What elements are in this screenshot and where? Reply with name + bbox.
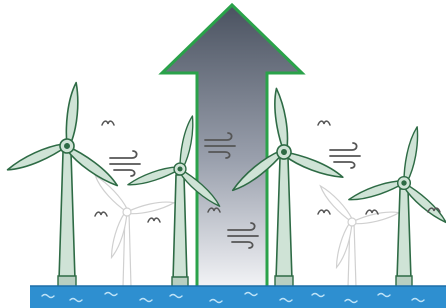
bird [95, 212, 107, 216]
bird [148, 218, 160, 222]
turbine [347, 126, 446, 287]
ghost-rotor [93, 173, 175, 259]
water [30, 286, 446, 308]
bird [318, 121, 330, 125]
bird [318, 210, 330, 214]
bird [102, 121, 114, 125]
ghost-turbine [93, 173, 175, 287]
wind-gust [110, 151, 140, 176]
wind-gust [330, 143, 360, 168]
illustration [0, 0, 446, 308]
